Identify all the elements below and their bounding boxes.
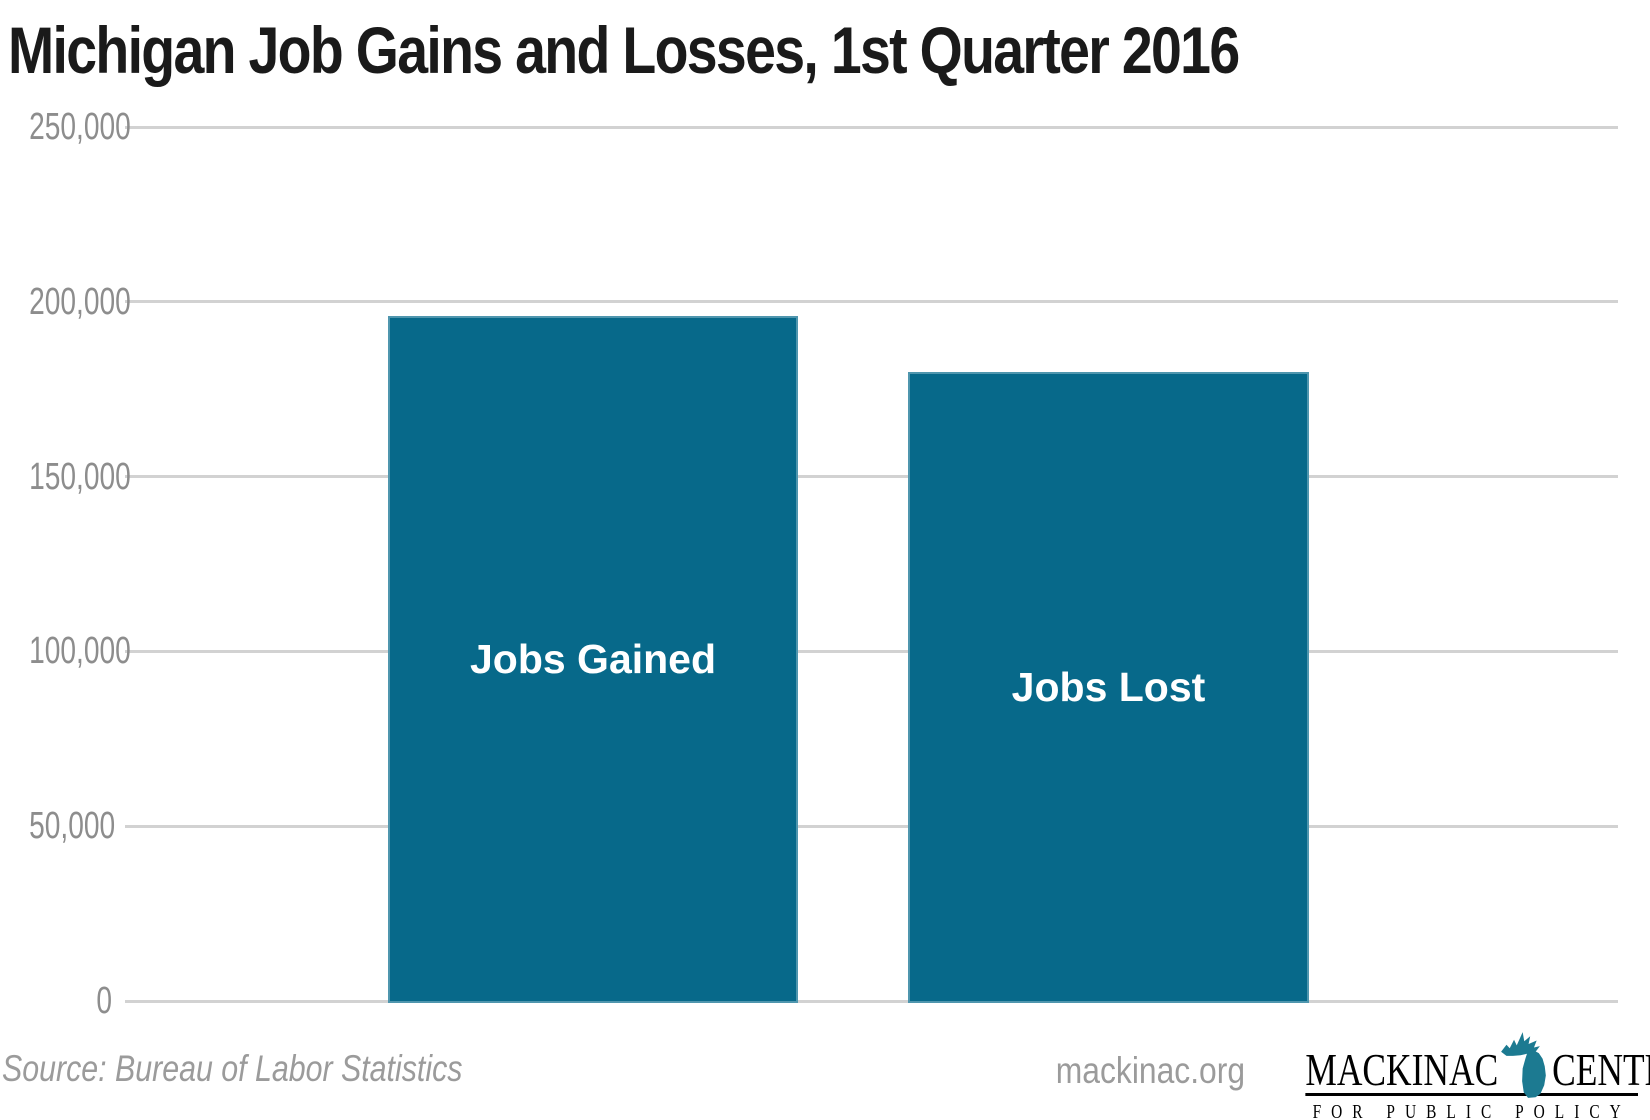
bar-jobs-gained: Jobs Gained — [388, 315, 798, 1003]
gridline — [125, 475, 1618, 479]
bar-label: Jobs Lost — [1011, 663, 1206, 710]
chart-title: Michigan Job Gains and Losses, 1st Quart… — [8, 13, 1240, 87]
y-axis-tick-label: 50,000 — [29, 805, 116, 848]
source-note: Source: Bureau of Labor Statistics — [2, 1048, 463, 1089]
website-link[interactable]: mackinac.org — [1055, 1050, 1245, 1091]
michigan-icon — [1498, 1026, 1552, 1104]
gridline — [125, 125, 1618, 129]
logo-word-center: CENTER — [1552, 1044, 1650, 1095]
gridline — [125, 824, 1618, 828]
bar-label: Jobs Gained — [469, 635, 717, 682]
logo-main-row: MACKINAC CENTER — [1305, 1028, 1650, 1098]
y-axis-tick-label: 150,000 — [29, 455, 131, 498]
y-axis-tick-label: 250,000 — [29, 106, 131, 148]
y-axis-tick-label: 0 — [96, 980, 112, 1022]
gridline — [125, 999, 1618, 1003]
mackinac-center-logo: MACKINAC CENTER FOR PUBLIC POLICY — [1305, 1028, 1650, 1120]
gridline — [125, 300, 1618, 304]
y-axis-tick-label: 100,000 — [29, 630, 131, 673]
gridline — [125, 649, 1618, 653]
logo-word-mackinac: MACKINAC — [1305, 1044, 1499, 1095]
bar-jobs-lost: Jobs Lost — [908, 371, 1309, 1003]
logo-tagline: FOR PUBLIC POLICY — [1312, 1101, 1631, 1120]
y-axis-tick-label: 200,000 — [29, 280, 131, 323]
